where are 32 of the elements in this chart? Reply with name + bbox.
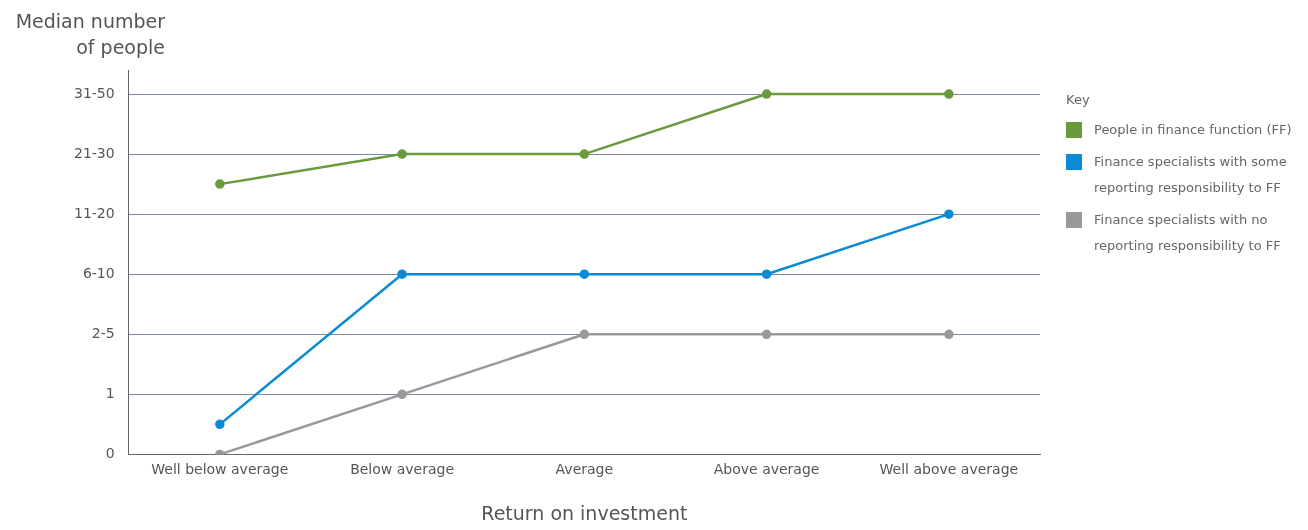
- y-tick-label: 21-30: [73, 144, 115, 161]
- point: [761, 89, 772, 99]
- point: [761, 329, 772, 340]
- point: [215, 179, 225, 189]
- x-tick-label: Average: [555, 461, 614, 478]
- y-tick-label: 6-10: [82, 264, 115, 281]
- y-tick-label: 0: [105, 445, 115, 462]
- point: [579, 149, 590, 159]
- legend-label: People in finance function (FF): [1094, 121, 1292, 139]
- point: [397, 269, 407, 279]
- point: [944, 329, 954, 340]
- point: [944, 89, 954, 99]
- point: [579, 329, 590, 340]
- x-tick-label: Well above average: [879, 461, 1019, 478]
- point: [944, 209, 954, 219]
- y-axis-title: Median number of people: [14, 9, 165, 60]
- y-tick-label: 2-5: [91, 324, 115, 341]
- legend-title: Key: [1066, 92, 1091, 107]
- x-tick-label: Below average: [350, 461, 455, 478]
- x-tick-label: Well below average: [151, 461, 289, 478]
- legend-label: Finance specialists with no reporting responsibility to FF: [1094, 211, 1282, 255]
- y-tick-label: 1: [105, 384, 115, 401]
- x-axis-title: Return on investment: [481, 501, 688, 524]
- legend-label: Finance specialists with some reporting responsibility to FF: [1094, 153, 1288, 197]
- point: [761, 269, 772, 279]
- point: [397, 389, 407, 400]
- point: [579, 269, 590, 279]
- point: [397, 149, 407, 159]
- x-tick-label: Above average: [713, 461, 820, 478]
- y-tick-label: 31-50: [73, 84, 115, 101]
- y-tick-label: 11-20: [73, 204, 115, 221]
- point: [215, 419, 225, 430]
